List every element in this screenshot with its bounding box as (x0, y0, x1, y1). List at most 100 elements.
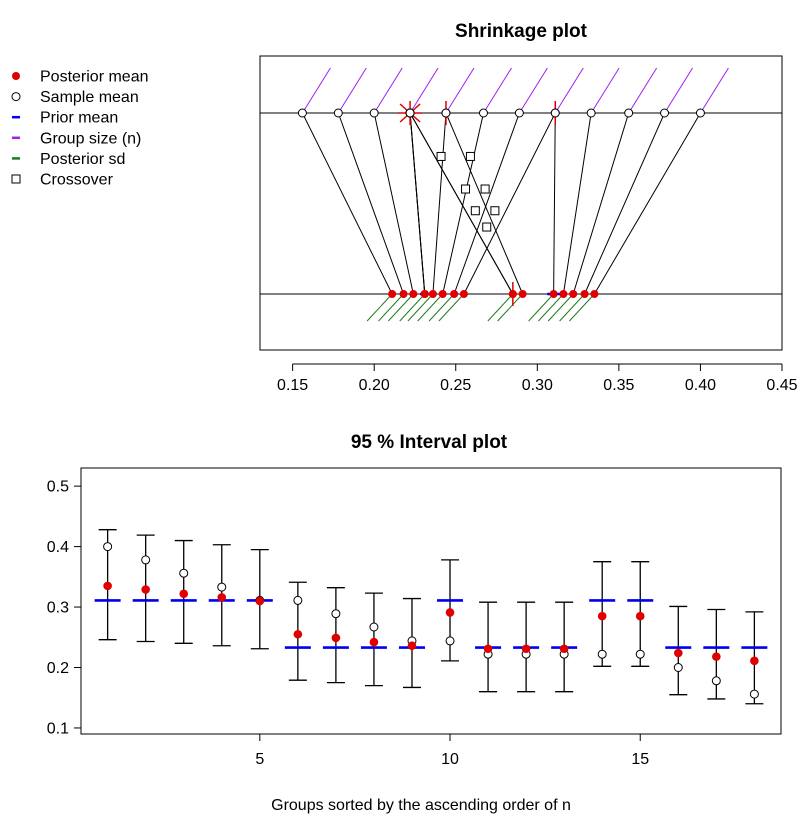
interval-x-tick-label: 5 (255, 751, 264, 768)
crossover-point (470, 206, 480, 216)
sample-mean-point (478, 108, 488, 118)
group-size-mark (445, 67, 475, 114)
sample-mean-point (635, 649, 645, 659)
shrinkage-line (442, 112, 484, 295)
interval-frame (80, 467, 782, 735)
interval-plot: 95 % Interval plot Groups sorted by the … (47, 432, 782, 814)
legend-label: Posterior sd (40, 151, 125, 168)
legend-label: Sample mean (40, 89, 139, 106)
posterior-sd-mark (407, 293, 434, 322)
crossover-point (490, 206, 500, 216)
posterior-mean-point (407, 641, 417, 651)
interval-y-tick-label: 0.2 (47, 660, 69, 677)
posterior-sd-mark (538, 293, 564, 322)
sample-mean-point (695, 108, 705, 118)
posterior-mean-point (635, 611, 645, 621)
shrinkage-line (562, 112, 592, 295)
posterior-sd-mark (378, 293, 404, 322)
posterior-mean-point (331, 633, 341, 643)
shrinkage-x-tick-label: 0.40 (685, 377, 716, 394)
posterior-mean-point (590, 290, 599, 298)
posterior-mean-point (597, 611, 607, 621)
open-square-icon (11, 174, 21, 184)
posterior-mean-point (450, 290, 459, 298)
shrinkage-line (409, 112, 426, 295)
group-size-mark (373, 67, 403, 114)
legend-item: Posterior mean (12, 69, 149, 86)
sample-mean-point (405, 108, 415, 118)
posterior-mean-point (712, 652, 721, 661)
legend-label: Prior mean (40, 110, 118, 127)
crossover-point (461, 184, 471, 194)
group-size-mark (518, 67, 548, 114)
shrinkage-line (553, 112, 556, 295)
posterior-mean-point (141, 585, 150, 594)
shrinkage-line (432, 112, 447, 295)
shrinkage-line (453, 112, 520, 295)
posterior-mean-point (399, 290, 408, 298)
posterior-sd-mark (559, 293, 585, 322)
legend-item: Posterior sd (12, 151, 125, 168)
sample-mean-point (369, 108, 379, 118)
interval-y-tick-label: 0.3 (47, 600, 69, 617)
sample-mean-point (597, 649, 607, 659)
posterior-sd-mark (497, 293, 523, 322)
crossover-point (482, 222, 492, 232)
posterior-mean-point (217, 593, 227, 602)
group-size-mark (409, 67, 439, 114)
posterior-sd-mark (487, 293, 514, 322)
posterior-sd-mark (438, 293, 465, 322)
crossover-point (436, 151, 446, 161)
group-size-mark (554, 67, 584, 114)
crossover-point (480, 184, 490, 194)
crossover-point (465, 151, 475, 161)
posterior-mean-point (508, 290, 517, 298)
posterior-mean-point (549, 290, 558, 298)
interval-title: 95 % Interval plot (351, 432, 508, 453)
group-size-mark (590, 67, 620, 114)
sample-mean-point (141, 555, 151, 565)
shrinkage-line (445, 112, 524, 295)
posterior-sd-mark (399, 293, 426, 322)
shrinkage-line (572, 112, 630, 295)
posterior-mean-point (559, 644, 569, 654)
shrinkage-x-tick-label: 0.15 (277, 377, 308, 394)
shrinkage-x-tick-label: 0.30 (522, 377, 553, 394)
legend-label: Crossover (40, 172, 114, 189)
posterior-mean-point (580, 290, 589, 298)
sample-mean-point (514, 108, 524, 118)
posterior-mean-point (369, 637, 379, 647)
posterior-sd-mark (569, 293, 595, 322)
sample-mean-point (293, 595, 303, 605)
legend: Posterior mean Sample mean Prior mean Group… (11, 69, 149, 189)
posterior-mean-point (438, 290, 447, 298)
shrinkage-line (301, 112, 393, 295)
open-circle-icon (11, 92, 21, 102)
legend-label: Posterior mean (40, 69, 149, 86)
posterior-mean-point (103, 581, 112, 591)
sample-mean-point (103, 542, 113, 552)
legend-item: Group size (n) (12, 130, 141, 147)
sample-mean-point (331, 609, 341, 619)
sample-mean-point (673, 663, 683, 672)
group-size-mark (483, 67, 512, 114)
posterior-sd-mark (428, 293, 455, 322)
posterior-mean-point (293, 629, 303, 639)
shrinkage-x-tick-label: 0.35 (603, 377, 634, 394)
legend-item: Sample mean (11, 89, 139, 106)
shrinkage-line (373, 112, 414, 295)
posterior-mean-point (428, 290, 437, 298)
posterior-mean-point (420, 290, 429, 298)
posterior-sd-mark (528, 293, 554, 322)
sample-mean-point (369, 622, 379, 632)
sample-mean-point (711, 676, 721, 686)
posterior-sd-mark (366, 293, 393, 322)
shrinkage-line (337, 112, 405, 295)
legend-item: Prior mean (12, 110, 118, 127)
posterior-mean-point (179, 589, 189, 599)
legend-label: Group size (n) (40, 130, 141, 147)
sample-mean-point (217, 582, 227, 592)
interval-xlabel: Groups sorted by the ascending order of … (271, 797, 571, 814)
sample-mean-point (660, 108, 670, 118)
